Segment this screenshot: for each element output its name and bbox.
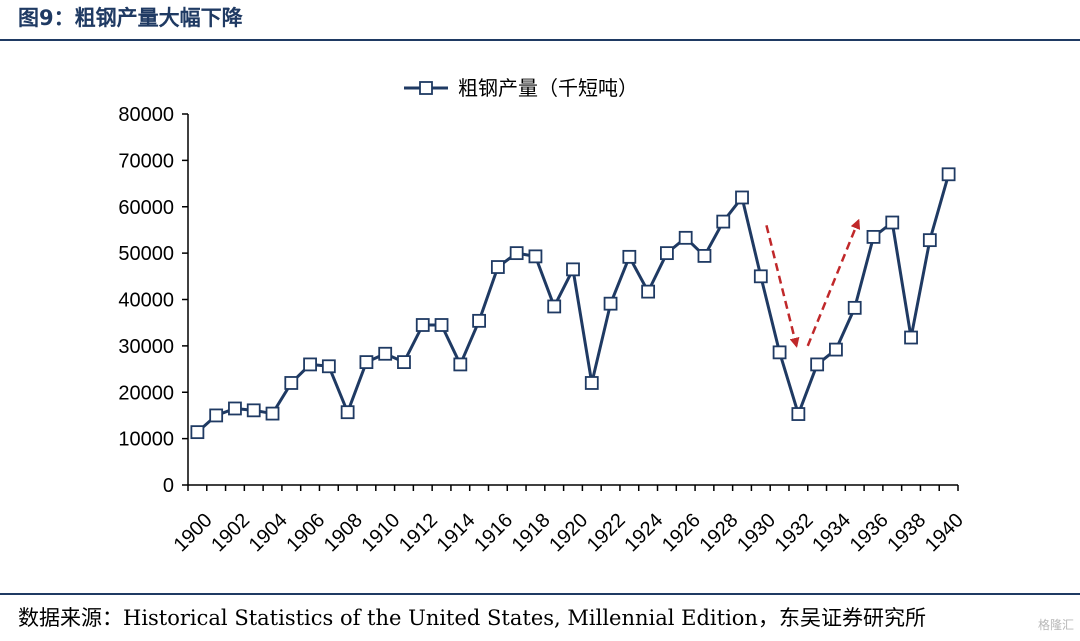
x-tick-label: 1932 bbox=[771, 509, 818, 556]
data-point-marker bbox=[359, 355, 374, 370]
data-point-marker bbox=[678, 230, 693, 245]
data-point-marker bbox=[716, 214, 731, 229]
data-point-marker bbox=[847, 300, 862, 315]
series-line bbox=[196, 173, 951, 434]
data-point-marker bbox=[378, 346, 393, 361]
data-point-marker bbox=[941, 167, 956, 182]
data-point-marker bbox=[660, 246, 674, 261]
source-note: 数据来源：Historical Statistics of the United… bbox=[18, 606, 926, 630]
legend-marker-swatch bbox=[419, 81, 433, 95]
y-tick-label: 60000 bbox=[118, 197, 174, 219]
top-rule bbox=[0, 39, 1080, 41]
x-tick-label: 1904 bbox=[245, 509, 292, 556]
y-tick-label: 10000 bbox=[118, 429, 174, 451]
data-point-marker bbox=[753, 269, 768, 284]
x-tick-label: 1900 bbox=[170, 509, 217, 556]
data-point-marker bbox=[885, 215, 900, 230]
y-tick-label: 70000 bbox=[118, 150, 174, 172]
data-point-marker bbox=[547, 299, 562, 314]
data-point-marker bbox=[509, 246, 524, 261]
data-point-marker bbox=[772, 345, 787, 360]
data-point-marker bbox=[829, 342, 843, 357]
data-point-marker bbox=[490, 260, 505, 274]
data-point-marker bbox=[453, 357, 468, 372]
data-point-marker bbox=[810, 357, 825, 372]
data-point-marker bbox=[622, 249, 637, 264]
data-point-marker bbox=[246, 403, 261, 418]
trend-arrow bbox=[765, 224, 800, 348]
x-tick-label: 1936 bbox=[846, 509, 893, 556]
x-tick-label: 1918 bbox=[508, 509, 555, 556]
data-point-marker bbox=[303, 357, 317, 372]
data-point-marker bbox=[922, 233, 937, 248]
x-tick-label: 1938 bbox=[883, 509, 930, 556]
data-point-marker bbox=[397, 355, 411, 370]
x-axis: 1900190219041906190819101912191419161918… bbox=[170, 484, 968, 556]
series bbox=[190, 167, 956, 440]
data-point-marker bbox=[434, 318, 449, 332]
x-tick-label: 1930 bbox=[733, 509, 780, 556]
y-tick-label: 50000 bbox=[118, 243, 174, 265]
x-tick-label: 1926 bbox=[658, 509, 705, 556]
y-axis: 0 10000 20000 30000 40000 50000 60000 70000 8000… bbox=[118, 104, 189, 497]
annotations bbox=[765, 218, 861, 348]
y-tick-label: 20000 bbox=[118, 382, 174, 404]
data-point-marker bbox=[321, 359, 336, 374]
data-point-marker bbox=[735, 190, 749, 205]
x-tick-label: 1910 bbox=[357, 509, 404, 556]
x-tick-label: 1928 bbox=[695, 509, 742, 556]
figure-title: 图9：粗钢产量大幅下降 bbox=[18, 6, 243, 30]
x-tick-label: 1902 bbox=[207, 509, 254, 556]
data-point-marker bbox=[697, 249, 712, 263]
x-tick-label: 1914 bbox=[433, 509, 480, 556]
data-point-marker bbox=[265, 406, 280, 421]
data-point-marker bbox=[415, 318, 430, 332]
data-point-marker bbox=[209, 408, 224, 423]
legend: 粗钢产量（千短吨） bbox=[404, 76, 638, 100]
x-tick-label: 1916 bbox=[470, 509, 517, 556]
data-point-marker bbox=[528, 249, 543, 264]
x-tick-label: 1922 bbox=[583, 509, 630, 556]
y-tick-label: 0 bbox=[163, 475, 174, 497]
x-tick-label: 1908 bbox=[320, 509, 367, 556]
data-point-marker bbox=[472, 313, 486, 328]
bottom-rule bbox=[0, 593, 1080, 595]
data-point-marker bbox=[904, 330, 918, 345]
data-point-marker bbox=[340, 405, 355, 420]
data-point-marker bbox=[641, 284, 656, 299]
y-tick-label: 40000 bbox=[118, 290, 174, 312]
x-tick-label: 1920 bbox=[545, 509, 592, 556]
x-tick-label: 1924 bbox=[620, 509, 667, 556]
x-tick-label: 1940 bbox=[921, 509, 968, 556]
data-point-marker bbox=[566, 262, 580, 277]
x-tick-label: 1912 bbox=[395, 509, 442, 556]
data-point-marker bbox=[866, 229, 881, 244]
data-point-marker bbox=[228, 401, 242, 416]
watermark: 格隆汇 bbox=[1037, 618, 1074, 632]
data-point-marker bbox=[284, 376, 299, 390]
data-point-marker bbox=[791, 407, 806, 421]
trend-arrow bbox=[806, 218, 861, 347]
legend-label: 粗钢产量（千短吨） bbox=[458, 76, 638, 100]
y-tick-label: 30000 bbox=[118, 336, 174, 358]
data-point-marker bbox=[584, 376, 599, 390]
data-point-marker bbox=[190, 425, 205, 440]
y-tick-label: 80000 bbox=[118, 104, 174, 126]
x-tick-label: 1934 bbox=[808, 509, 855, 556]
data-point-marker bbox=[603, 296, 618, 311]
x-tick-label: 1906 bbox=[282, 509, 329, 556]
